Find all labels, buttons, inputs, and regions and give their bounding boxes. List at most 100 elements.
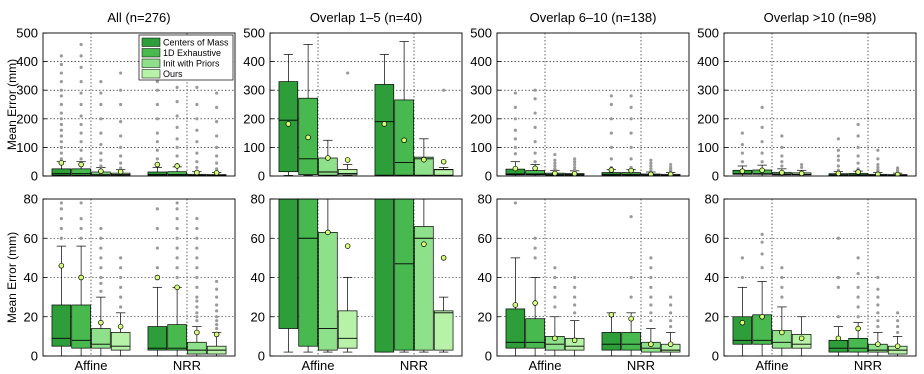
ytick-label: 60 [705, 231, 719, 246]
outlier-point [99, 256, 103, 260]
outlier-point [573, 311, 577, 315]
outlier-point [195, 315, 199, 319]
legend-label: 1D Exhaustive [163, 48, 221, 58]
box-centers-of-mass [374, 84, 395, 176]
outlier-point [513, 201, 517, 205]
outlier-point [215, 134, 219, 138]
xtick-label: Affine [74, 358, 107, 373]
outlier-point [629, 131, 633, 135]
ytick-label: 100 [697, 140, 719, 155]
outlier-point [119, 256, 123, 260]
box-1d-exhaustive [167, 324, 187, 351]
outlier-point [155, 148, 159, 152]
outlier-point [215, 105, 219, 109]
data-marks [51, 42, 227, 176]
outlier-point [59, 71, 63, 75]
outlier-point [119, 154, 123, 158]
box-1d-exhaustive [71, 168, 91, 176]
legend-label: Centers of Mass [163, 38, 229, 48]
mean-marker [117, 323, 124, 330]
outlier-point [553, 161, 557, 165]
ytick-label: 80 [705, 192, 719, 207]
outlier-point [669, 165, 673, 170]
outlier-point [215, 319, 219, 323]
outlier-point [760, 252, 764, 256]
mean-marker [305, 134, 311, 141]
xtick-label: NRR [854, 358, 882, 373]
ytick-label: 200 [16, 111, 38, 126]
outlier-point [99, 164, 103, 168]
ytick-label: 0 [31, 349, 38, 364]
mean-marker [552, 170, 558, 176]
outlier-point [175, 236, 179, 240]
outlier-point [59, 134, 63, 138]
data-marks [51, 201, 227, 356]
outlier-point [79, 226, 83, 231]
ytick-label: 0 [258, 169, 265, 184]
outlier-point [609, 131, 613, 135]
outlier-point [533, 140, 537, 144]
ytick-label: 300 [470, 83, 492, 98]
mean-marker [571, 170, 578, 176]
outlier-point [59, 151, 63, 155]
outlier-point [155, 207, 159, 211]
outlier-point [155, 226, 159, 231]
mean-marker [798, 170, 805, 176]
outlier-point [553, 152, 557, 157]
mean-marker [285, 121, 292, 127]
ytick-label: 0 [485, 349, 492, 364]
panel-4: 0 100 200 300 400 500 Overlap >10 (n=98) [697, 10, 917, 184]
outlier-point [119, 120, 123, 124]
ytick-label: 400 [16, 54, 38, 69]
outlier-point [195, 226, 199, 231]
outlier-point [79, 140, 83, 144]
outlier-point [896, 319, 900, 323]
box-ours [433, 310, 454, 351]
outlier-point [573, 275, 577, 280]
outlier-point [99, 281, 103, 285]
ytick-label: 300 [243, 83, 265, 98]
outlier-point [59, 207, 63, 211]
ytick-label: 80 [251, 192, 265, 207]
outlier-point [649, 275, 653, 280]
mean-marker [875, 171, 881, 176]
outlier-point [669, 319, 673, 323]
outlier-point [780, 154, 784, 158]
ytick-label: 20 [478, 309, 492, 324]
outlier-point [649, 164, 653, 168]
axes-frame [269, 198, 463, 357]
outlier-point [99, 80, 103, 84]
outlier-point [573, 160, 577, 164]
xtick-label: NRR [400, 358, 428, 373]
outlier-point [195, 160, 199, 164]
outlier-point [649, 311, 653, 315]
outlier-point [513, 91, 517, 95]
ytick-label: 60 [478, 231, 492, 246]
outlier-point [155, 131, 159, 135]
data-marks [732, 232, 908, 356]
outlier-point [760, 105, 764, 109]
outlier-point [155, 246, 159, 250]
outlier-point [79, 80, 83, 84]
outlier-point [79, 42, 83, 47]
outlier-point [59, 94, 63, 98]
box-centers-of-mass [828, 339, 849, 353]
outlier-point [99, 275, 103, 280]
outlier-point [609, 157, 613, 161]
outlier-point [780, 295, 784, 299]
outlier-point [79, 114, 83, 118]
box-ours [337, 310, 358, 349]
ytick-label: 500 [16, 26, 38, 41]
outlier-point [195, 256, 199, 260]
outlier-point [740, 131, 744, 135]
outlier-point [513, 137, 517, 141]
mean-marker [552, 335, 558, 342]
outlier-point [59, 140, 63, 144]
outlier-point [836, 148, 840, 152]
outlier-point [876, 168, 880, 172]
ytick-label: 20 [705, 309, 719, 324]
axes-frame [723, 198, 917, 357]
xtick-label: Affine [528, 358, 561, 373]
box-centers-of-mass [147, 326, 168, 351]
